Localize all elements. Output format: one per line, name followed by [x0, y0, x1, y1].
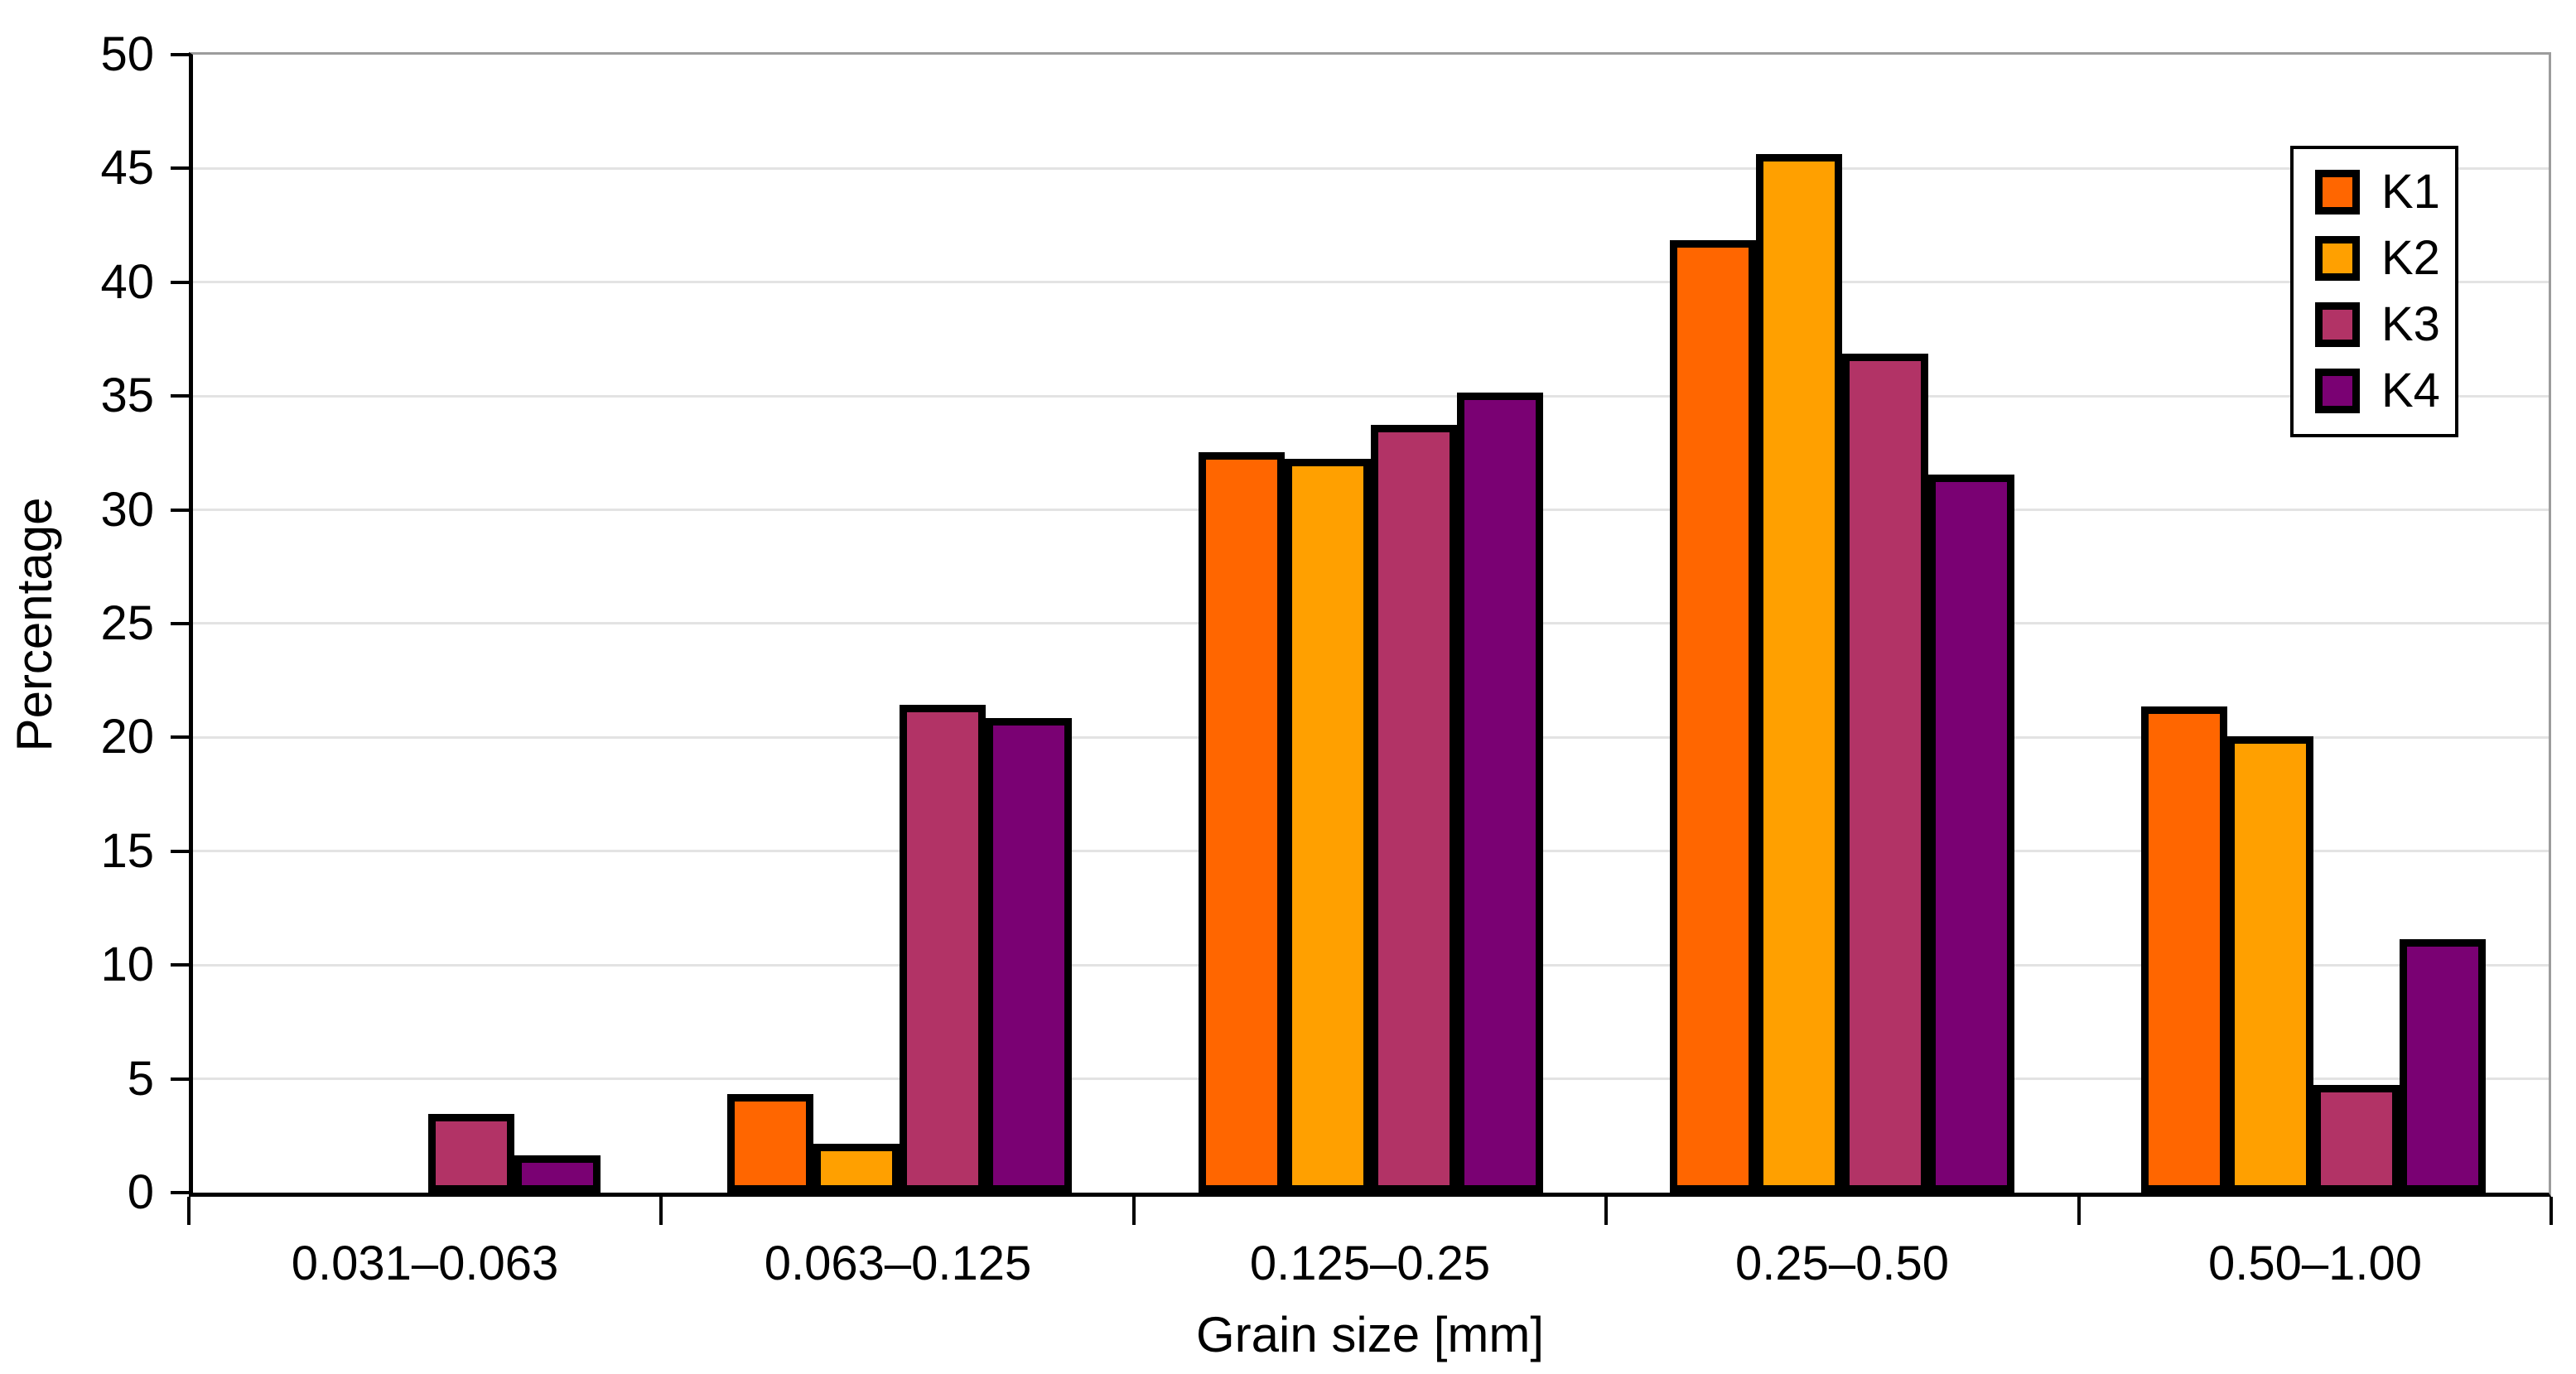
y-tick	[171, 53, 189, 56]
legend-swatch-icon	[2315, 170, 2360, 215]
x-tick	[659, 1197, 663, 1225]
bar	[986, 718, 1072, 1193]
x-axis-title: Grain size [mm]	[1195, 1307, 1545, 1362]
bar	[1285, 459, 1371, 1193]
bar	[1928, 475, 2014, 1193]
y-tick-label: 25	[100, 596, 154, 650]
y-tick-label: 40	[100, 255, 154, 309]
gridline	[193, 281, 2549, 283]
legend: K1 K2 K3 K4	[2290, 146, 2458, 437]
x-tick-label: 0.25–0.50	[1734, 1237, 1950, 1290]
bar	[2227, 736, 2313, 1193]
y-tick-label: 30	[100, 483, 154, 537]
bar	[1670, 240, 1756, 1193]
y-tick	[171, 509, 189, 512]
legend-label: K2	[2381, 231, 2440, 285]
y-tick-label: 50	[100, 27, 154, 81]
y-tick-label: 0	[127, 1165, 154, 1219]
legend-item: K2	[2315, 234, 2455, 282]
x-tick	[2077, 1197, 2081, 1225]
y-tick	[171, 281, 189, 284]
y-tick	[171, 963, 189, 967]
y-tick	[171, 1078, 189, 1081]
legend-label: K4	[2381, 364, 2440, 417]
x-tick	[187, 1197, 191, 1225]
y-tick	[171, 622, 189, 625]
y-axis-title: Percentage	[7, 497, 62, 752]
bar	[1199, 452, 1285, 1193]
x-tick-label: 0.031–0.063	[291, 1237, 559, 1290]
y-tick	[171, 394, 189, 398]
y-tick	[171, 1191, 189, 1194]
y-tick	[171, 166, 189, 170]
y-tick-label: 35	[100, 369, 154, 422]
bar	[727, 1094, 813, 1193]
bar	[428, 1114, 514, 1193]
x-tick	[1604, 1197, 1608, 1225]
bar	[1756, 154, 1842, 1193]
x-tick	[1132, 1197, 1136, 1225]
gridline	[193, 395, 2549, 398]
y-tick-label: 5	[127, 1052, 154, 1106]
legend-swatch-icon	[2315, 302, 2360, 347]
y-tick-label: 10	[100, 938, 154, 991]
bar	[1371, 425, 1457, 1193]
legend-item: K4	[2315, 367, 2455, 415]
x-tick-label: 0.50–1.00	[2207, 1237, 2423, 1290]
bar	[900, 705, 986, 1193]
legend-item: K1	[2315, 168, 2455, 216]
bar	[813, 1144, 900, 1193]
plot-area	[189, 52, 2551, 1197]
bar	[2400, 939, 2486, 1193]
x-tick-label: 0.125–0.25	[1249, 1237, 1491, 1290]
x-tick-label: 0.063–0.125	[764, 1237, 1032, 1290]
bar	[2313, 1085, 2400, 1193]
bar	[1842, 354, 1928, 1193]
y-tick-label: 45	[100, 141, 154, 195]
legend-item: K3	[2315, 301, 2455, 349]
legend-swatch-icon	[2315, 369, 2360, 413]
x-tick	[2549, 1197, 2553, 1225]
gridline	[193, 167, 2549, 170]
y-tick-label: 20	[100, 710, 154, 764]
y-tick-label: 15	[100, 824, 154, 878]
y-tick	[171, 735, 189, 739]
legend-label: K3	[2381, 297, 2440, 351]
legend-swatch-icon	[2315, 236, 2360, 281]
y-tick	[171, 850, 189, 853]
legend-label: K1	[2381, 165, 2440, 219]
bar	[514, 1155, 601, 1193]
bar	[1457, 393, 1543, 1193]
bar	[2141, 706, 2227, 1193]
